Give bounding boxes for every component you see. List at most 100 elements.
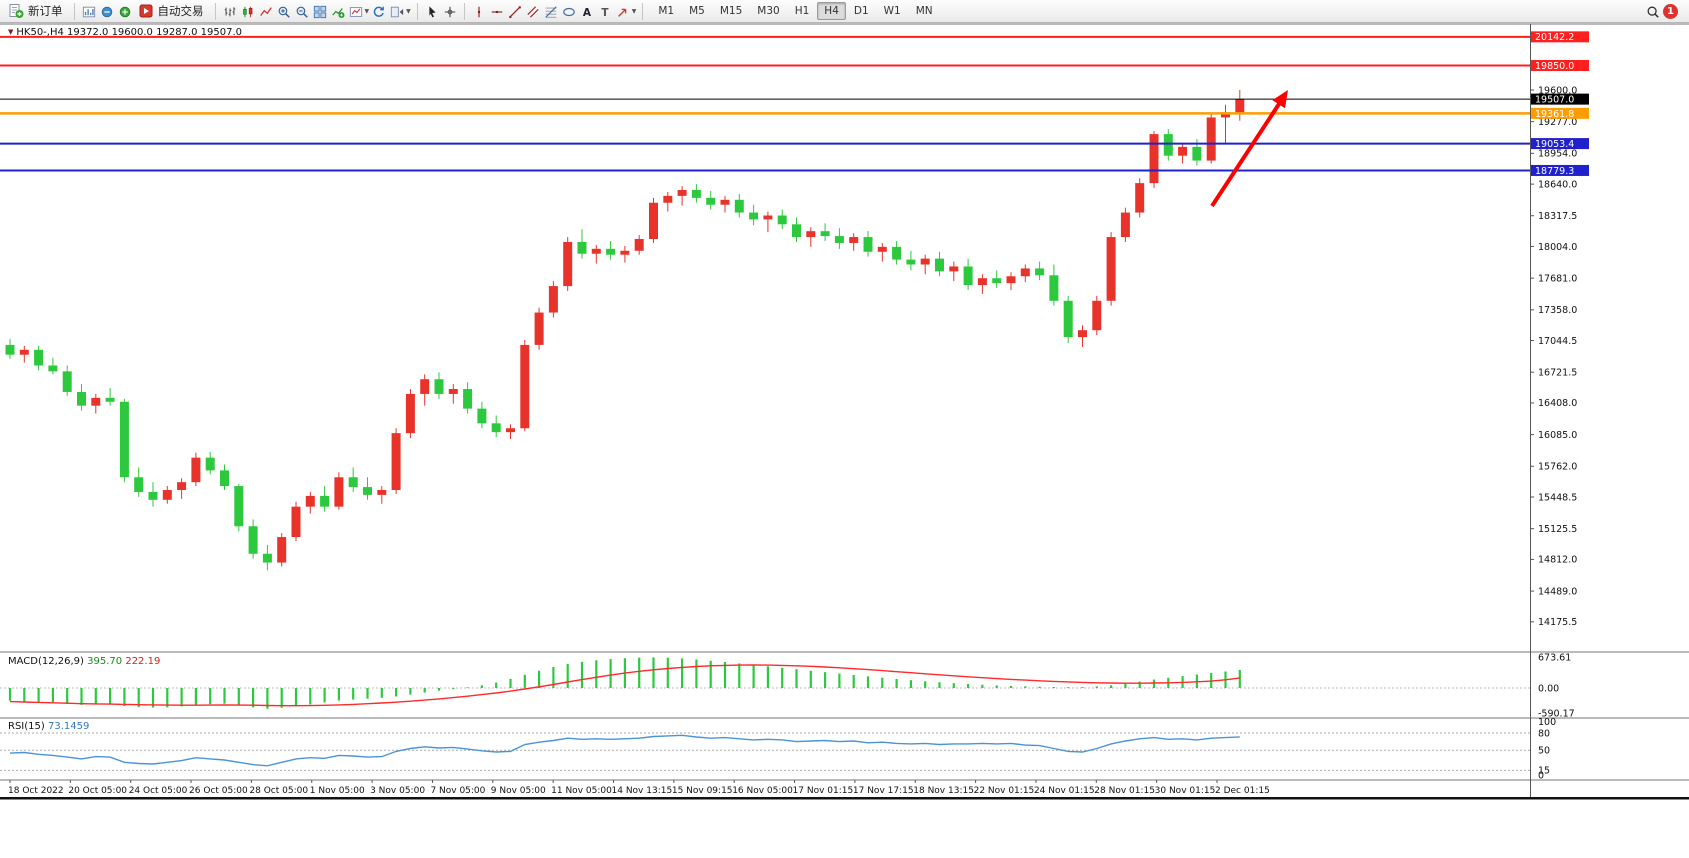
chart-shift-icon[interactable] xyxy=(389,3,405,19)
equidistant-channel-icon[interactable] xyxy=(525,3,541,19)
trend-arrow[interactable] xyxy=(1210,90,1288,208)
text-icon[interactable]: A xyxy=(579,3,595,19)
candle-body xyxy=(205,457,215,471)
svg-text:20142.2: 20142.2 xyxy=(1535,32,1574,43)
line-chart-icon[interactable] xyxy=(258,3,274,19)
new-order-icon xyxy=(8,3,24,19)
candle-body xyxy=(220,470,229,487)
candle-body xyxy=(1120,212,1130,238)
candle-body xyxy=(1078,330,1087,338)
timeframe-button-h1[interactable]: H1 xyxy=(794,5,810,17)
macd-label: MACD(12,26,9) 395.70 222.19 xyxy=(8,656,160,667)
candle-body xyxy=(720,199,730,205)
panel-separators xyxy=(0,23,1689,800)
time-axis-label: 3 Nov 05:00 xyxy=(370,786,425,796)
new-chart-icon[interactable] xyxy=(348,3,364,19)
chart-title: ▼ HK50-,H4 19372.0 19600.0 19287.0 19507.… xyxy=(8,27,242,38)
candle-body xyxy=(277,537,287,563)
candle-body xyxy=(262,553,272,563)
candle-body xyxy=(1106,237,1116,301)
price-tag xyxy=(1531,164,1589,176)
fibonacci-icon[interactable] xyxy=(543,3,559,19)
timeframe-button-mn[interactable]: MN xyxy=(915,5,933,17)
toolbar-separator xyxy=(463,2,465,20)
new-order-button[interactable]: 新订单 xyxy=(5,2,68,20)
candle-body xyxy=(1135,183,1145,213)
svg-text:18640.0: 18640.0 xyxy=(1538,179,1577,190)
candle-body xyxy=(1092,300,1102,331)
toolbar-separator xyxy=(416,2,418,20)
candle-body xyxy=(892,246,902,260)
candlestick-chart-icon[interactable] xyxy=(240,3,256,19)
timeframe-button-m30[interactable]: M30 xyxy=(757,5,780,17)
bar-chart-icon[interactable] xyxy=(222,3,238,19)
indicators-icon[interactable] xyxy=(330,3,346,19)
arrows-icon[interactable] xyxy=(615,3,631,19)
svg-text:14812.0: 14812.0 xyxy=(1538,555,1577,566)
candle-body xyxy=(1049,275,1059,301)
new-chart-caret-icon[interactable]: ▼ xyxy=(364,7,370,15)
zoom-out-icon[interactable] xyxy=(294,3,310,19)
time-axis-label: 15 Nov 09:15 xyxy=(672,786,733,796)
crosshair-icon[interactable] xyxy=(442,3,458,19)
candle-body xyxy=(863,237,873,252)
svg-text:16085.0: 16085.0 xyxy=(1538,430,1577,441)
candle-body xyxy=(177,482,187,490)
candle-body xyxy=(1178,146,1188,156)
refresh-icon[interactable] xyxy=(117,3,133,19)
text-label-icon[interactable]: T xyxy=(597,3,613,19)
arrows-caret-icon[interactable]: ▼ xyxy=(631,7,637,15)
price-lines[interactable] xyxy=(0,35,1530,172)
candle-body xyxy=(1206,117,1216,161)
timeframe-button-d1[interactable]: D1 xyxy=(853,5,869,17)
candle-body xyxy=(448,389,458,394)
time-axis-label: 24 Oct 05:00 xyxy=(129,786,188,796)
candle-body xyxy=(34,349,44,366)
candle-body xyxy=(48,365,58,372)
cursor-icon[interactable] xyxy=(424,3,440,19)
profiles-icon[interactable] xyxy=(99,3,115,19)
svg-text:16721.5: 16721.5 xyxy=(1538,368,1577,379)
candle-body xyxy=(234,486,244,527)
time-axis-label: 16 Nov 05:00 xyxy=(732,786,793,796)
candle-body xyxy=(1035,268,1045,276)
macd-name: MACD(12,26,9) xyxy=(8,656,84,667)
zoom-in-icon[interactable] xyxy=(276,3,292,19)
vertical-line-icon[interactable] xyxy=(471,3,487,19)
candle-body xyxy=(963,266,973,286)
svg-text:A: A xyxy=(583,7,592,19)
cycle-icon[interactable] xyxy=(371,3,387,19)
candle-body xyxy=(119,401,129,478)
svg-text:17358.0: 17358.0 xyxy=(1538,305,1577,316)
candle-body xyxy=(634,239,644,251)
timeframe-button-m15[interactable]: M15 xyxy=(719,5,743,17)
chart-shift-caret-icon[interactable]: ▼ xyxy=(406,7,411,15)
candle-body xyxy=(992,278,1002,284)
timeframe-button-h4[interactable]: H4 xyxy=(817,2,846,20)
svg-text:-590.17: -590.17 xyxy=(1538,709,1575,720)
notification-badge[interactable]: 1 xyxy=(1663,3,1678,19)
horizontal-line-icon[interactable] xyxy=(489,3,505,19)
candle-body xyxy=(906,259,916,265)
toolbar: 新订单 自动交易 xyxy=(0,0,1689,23)
toolbar-separator xyxy=(214,2,216,20)
candle-body xyxy=(606,248,616,255)
svg-text:15762.0: 15762.0 xyxy=(1538,462,1577,473)
svg-text:673.61: 673.61 xyxy=(1538,653,1571,664)
candle-body xyxy=(1192,146,1202,161)
candle-body xyxy=(691,190,701,198)
chart-window-icon[interactable] xyxy=(81,3,97,19)
timeframe-button-w1[interactable]: W1 xyxy=(883,5,901,17)
candlesticks xyxy=(5,90,1245,571)
candle-body xyxy=(1063,300,1073,338)
tile-windows-icon[interactable] xyxy=(312,3,328,19)
timeframe-button-m5[interactable]: M5 xyxy=(689,5,705,17)
candle-body xyxy=(506,428,515,433)
timeframe-button-m1[interactable]: M1 xyxy=(658,5,675,17)
autotrading-button[interactable]: 自动交易 xyxy=(135,2,209,20)
candle-body xyxy=(162,490,172,500)
shapes-icon[interactable] xyxy=(561,3,577,19)
search-icon[interactable] xyxy=(1645,3,1661,19)
trendline-icon[interactable] xyxy=(507,3,523,19)
